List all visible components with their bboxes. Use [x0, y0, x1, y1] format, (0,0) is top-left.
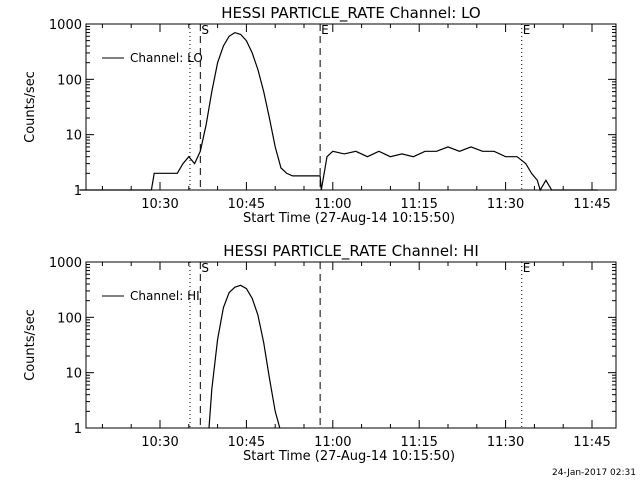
- legend-entry: Channel: LO: [130, 51, 203, 65]
- plot-frame: [85, 261, 617, 429]
- x-tick-label: 11:30: [487, 197, 524, 212]
- series-line-1: [208, 284, 281, 429]
- marker-label: E: [321, 23, 329, 37]
- x-tick-label: 10:30: [141, 435, 178, 450]
- y-tick-label: 1: [74, 184, 82, 199]
- chart-title: HESSI PARTICLE_RATE Channel: LO: [221, 4, 480, 23]
- x-tick-label: 11:00: [314, 197, 351, 212]
- y-tick-label: 1: [74, 422, 82, 437]
- x-axis-label: Start Time (27-Aug-14 10:15:50): [243, 449, 455, 464]
- x-tick-label: 11:15: [400, 197, 437, 212]
- x-tick-label: 10:30: [141, 197, 178, 212]
- y-tick-label: 1000: [49, 18, 82, 33]
- marker-label: S: [201, 23, 209, 37]
- y-axis-label: Counts/sec: [23, 71, 38, 143]
- chart-panel-1: HESSI PARTICLE_RATE Channel: LO 1 10 100 100…: [23, 4, 617, 226]
- y-tick-label: 10: [65, 367, 82, 382]
- series-line-1: [79, 31, 598, 192]
- chart-panel-2: HESSI PARTICLE_RATE Channel: HI 1 10 100 100…: [23, 242, 617, 464]
- chart-title: HESSI PARTICLE_RATE Channel: HI: [223, 242, 479, 261]
- x-tick-label: 11:30: [487, 435, 524, 450]
- x-tick-label: 11:45: [573, 197, 610, 212]
- x-tick-label: 11:15: [400, 435, 437, 450]
- x-tick-label: 10:45: [228, 197, 265, 212]
- marker-label: E: [523, 23, 531, 37]
- marker-label: E: [523, 261, 531, 275]
- x-tick-label: 10:45: [228, 435, 265, 450]
- marker-label: S: [201, 261, 209, 275]
- y-axis-label: Counts/sec: [23, 309, 38, 381]
- legend-entry: Channel: HI: [130, 289, 200, 303]
- x-tick-label: 11:45: [573, 435, 610, 450]
- y-tick-label: 100: [57, 311, 82, 326]
- plot-frame: [85, 23, 617, 191]
- y-tick-label: 1000: [49, 256, 82, 271]
- x-axis-label: Start Time (27-Aug-14 10:15:50): [243, 211, 455, 226]
- y-tick-label: 100: [57, 73, 82, 88]
- x-tick-label: 11:00: [314, 435, 351, 450]
- y-tick-label: 10: [65, 129, 82, 144]
- footer-timestamp: 24-Jan-2017 02:31: [552, 468, 636, 478]
